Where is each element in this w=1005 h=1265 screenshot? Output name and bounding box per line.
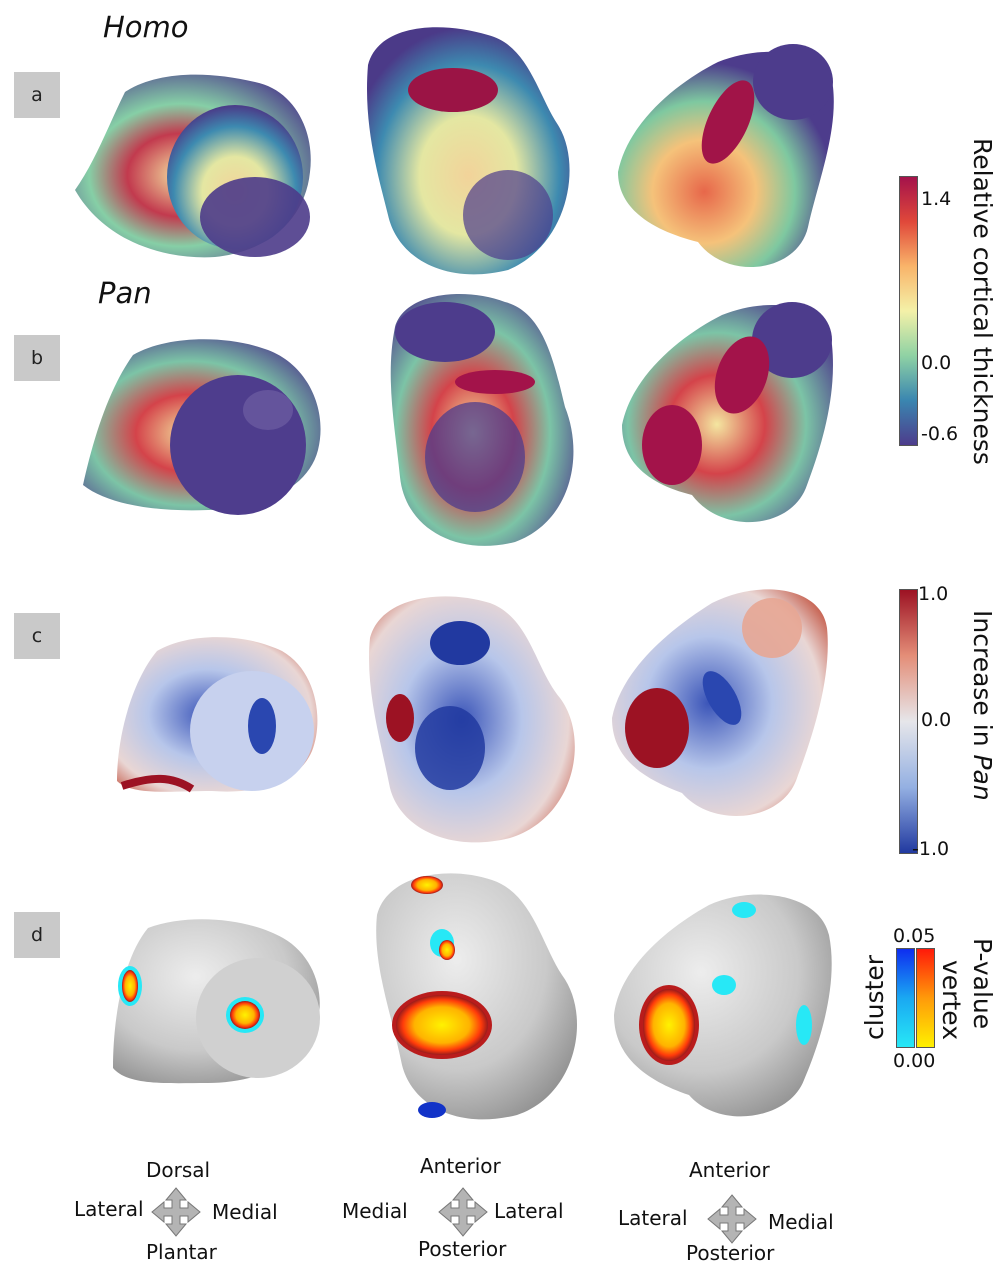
- pvalue-tick-max: 0.05: [893, 925, 935, 947]
- orient2-bottom: Posterior: [418, 1237, 506, 1261]
- orient3-left: Lateral: [618, 1206, 688, 1230]
- thickness-colorbar-label: Relative cortical thickness: [968, 138, 997, 465]
- pan-bone-dorsal-view: [78, 330, 328, 515]
- orient1-left: Lateral: [74, 1197, 144, 1221]
- panel-label-b: b: [14, 335, 60, 381]
- thickness-tick-max: 1.4: [921, 188, 951, 210]
- orient2-right: Lateral: [494, 1199, 564, 1223]
- vertex-colorbar: [916, 948, 935, 1048]
- pan-bone-anterior-view: [385, 287, 585, 552]
- panel-label-d: d: [14, 912, 60, 958]
- cluster-label: cluster: [860, 955, 889, 1040]
- increase-tick-zero: 0.0: [921, 709, 951, 731]
- pan-bone-posterior-view: [622, 295, 842, 535]
- homo-bone-posterior-view: [618, 42, 846, 282]
- pvalue-bone-anterior-view: [372, 865, 592, 1125]
- orient3-top: Anterior: [689, 1158, 770, 1182]
- orientation-arrows-icon: [437, 1186, 489, 1238]
- orientation-arrows-icon: [706, 1193, 758, 1245]
- panel-label-c: c: [14, 613, 60, 659]
- taxon-label-pan: Pan: [98, 276, 152, 310]
- difference-bone-anterior-view: [360, 588, 592, 848]
- cluster-colorbar: [896, 948, 915, 1048]
- homo-bone-anterior-view: [358, 15, 588, 280]
- increase-colorbar: [899, 589, 918, 854]
- thickness-colorbar: [899, 176, 918, 446]
- vertex-label: vertex: [937, 960, 966, 1040]
- pvalue-tick-min: 0.00: [893, 1050, 935, 1072]
- thickness-tick-min: -0.6: [921, 423, 958, 445]
- orient2-top: Anterior: [420, 1154, 501, 1178]
- difference-bone-dorsal-view: [112, 626, 326, 796]
- increase-colorbar-label: Increase in Pan: [968, 610, 997, 801]
- pvalue-bone-posterior-view: [614, 885, 842, 1130]
- orient1-top: Dorsal: [146, 1158, 210, 1182]
- orient2-left: Medial: [342, 1199, 408, 1223]
- taxon-label-homo: Homo: [103, 10, 189, 44]
- panel-label-a: a: [14, 72, 60, 118]
- thickness-tick-zero: 0.0: [921, 352, 951, 374]
- orient3-right: Medial: [768, 1210, 834, 1234]
- pvalue-bone-dorsal-view: [108, 918, 330, 1088]
- difference-bone-posterior-view: [612, 578, 837, 833]
- increase-tick-max: 1.0: [918, 583, 948, 605]
- orient1-bottom: Plantar: [146, 1240, 217, 1264]
- homo-bone-dorsal-view: [65, 62, 320, 262]
- increase-tick-min: -1.0: [912, 838, 949, 860]
- orient1-right: Medial: [212, 1200, 278, 1224]
- orientation-arrows-icon: [150, 1186, 202, 1238]
- pvalue-label: P-value: [968, 938, 997, 1029]
